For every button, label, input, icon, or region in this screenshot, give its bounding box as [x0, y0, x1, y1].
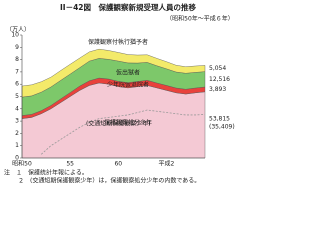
x-tick-label: 55 [66, 161, 74, 168]
y-tick-label: 5 [15, 93, 19, 100]
area [21, 48, 206, 98]
y-tick-label: 3 [15, 118, 19, 125]
y-tick-label: 9 [15, 44, 19, 51]
y-tick-label: 2 [15, 130, 19, 137]
chart-subtitle: （昭和50年～平成６年） [166, 15, 234, 23]
value-label: 12,516 [209, 76, 230, 83]
chart: II－42図 保護観察新規受理人員の推移 （昭和50年～平成６年） （万人） 注… [4, 2, 235, 185]
value-label: 3,893 [209, 86, 226, 93]
y-axis-label: （万人） [6, 27, 30, 34]
value-label: 5,054 [209, 65, 226, 72]
x-tick-label: 平成2 [159, 160, 175, 168]
x-tick-label: 60 [114, 161, 122, 168]
y-tick-label: 1 [15, 142, 19, 149]
series-label: 少年院仮退院者 [107, 81, 149, 89]
value-label: 53,815 [209, 115, 230, 122]
note: 注 １ 保護統計年報による。 [4, 169, 88, 177]
series-label: (交通短期保護観察少年) [86, 120, 151, 128]
value-label: (35,409) [209, 123, 235, 130]
subset-line [40, 109, 206, 155]
y-tick-label: 4 [15, 105, 19, 112]
series-label: 仮出獄者 [116, 68, 140, 76]
x-tick-label: 昭和50 [12, 160, 32, 168]
y-tick-label: 8 [15, 56, 19, 63]
y-tick-label: 10 [11, 32, 19, 39]
y-tick-label: 6 [15, 81, 19, 88]
series-label: 保護観察付執行猶予者 [88, 38, 148, 46]
chart-title: II－42図 保護観察新規受理人員の推移 [60, 2, 197, 12]
series-label: 保護観察処分少年 [104, 118, 152, 126]
y-tick-label: 7 [15, 68, 19, 75]
note: ２ (交通短期保護観察少年）は，保護観察処分少年の内数である。 [18, 177, 200, 185]
y-tick-label: 0 [15, 155, 19, 162]
